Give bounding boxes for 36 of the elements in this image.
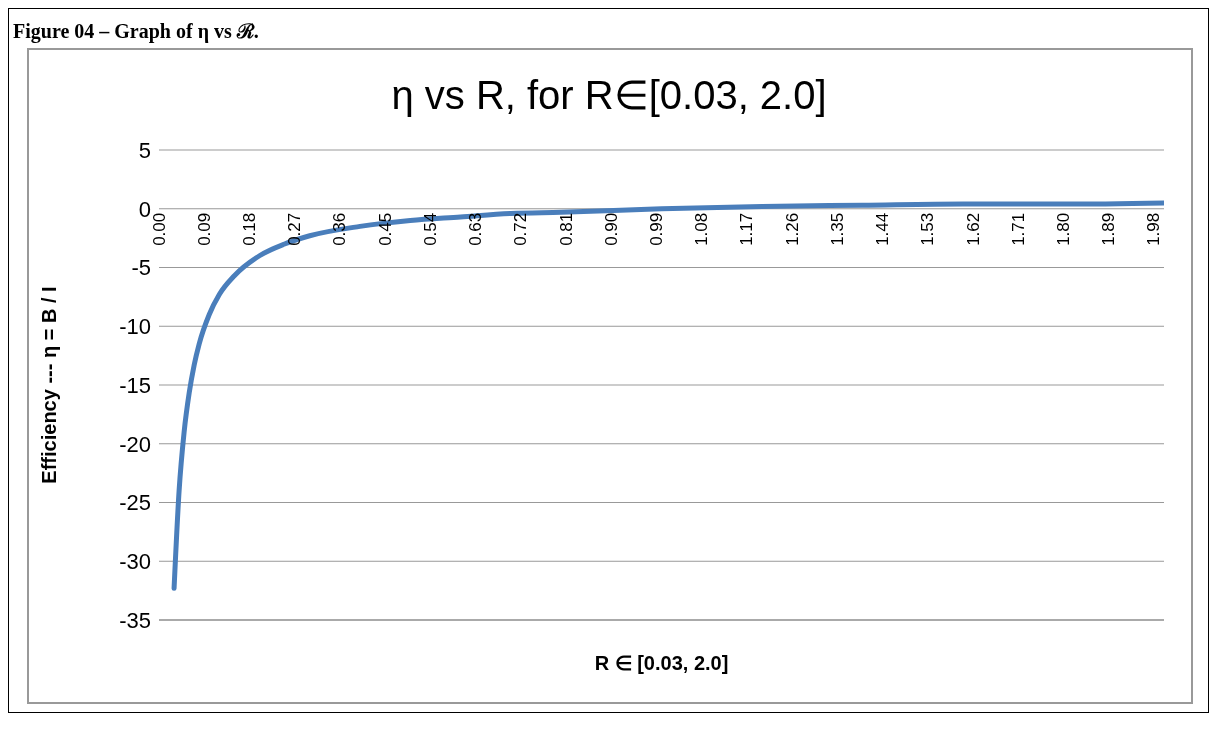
x-axis-title: R ∈ [0.03, 2.0]	[594, 652, 729, 674]
y-tick-label: -15	[119, 372, 151, 398]
chart-title: η vs R, for R∈[0.03, 2.0]	[390, 72, 828, 118]
y-tick-label: 0	[138, 196, 151, 222]
x-tick-label: 0.45	[375, 212, 395, 246]
y-axis-title: Efficiency --- η = B / I	[38, 286, 61, 484]
x-tick-label: 0.36	[330, 212, 350, 246]
x-tick-label: 0.54	[420, 212, 440, 246]
x-tick-label: 0.00	[149, 212, 169, 246]
x-tick-label: 1.53	[918, 212, 938, 246]
x-tick-label: 1.35	[827, 212, 847, 246]
x-tick-label: 0.27	[285, 212, 305, 246]
x-tick-label: 0.90	[601, 212, 621, 246]
x-tick-label: 0.99	[646, 212, 666, 246]
x-tick-label: 1.08	[692, 212, 712, 246]
x-tick-label: 0.63	[466, 212, 486, 246]
x-tick-label: 0.72	[511, 212, 531, 246]
x-tick-label: 0.81	[556, 212, 576, 246]
y-tick-label: -5	[131, 255, 151, 281]
x-tick-label: 1.62	[963, 212, 983, 246]
x-tick-label: 1.89	[1099, 212, 1119, 246]
y-tick-label: 5	[138, 137, 151, 163]
y-tick-label: -20	[119, 431, 151, 457]
x-tick-label: 1.80	[1054, 212, 1073, 246]
y-tick-label: -10	[119, 314, 151, 340]
x-tick-label: 0.18	[239, 212, 259, 246]
x-tick-label: 1.71	[1008, 212, 1028, 246]
caption: Figure 04 – Graph of η vs ℛ.	[13, 19, 260, 44]
y-tick-label: -35	[119, 607, 151, 633]
y-tick-label: -30	[119, 549, 151, 575]
x-tick-label: 0.09	[194, 212, 214, 246]
x-tick-label: 1.44	[873, 212, 893, 246]
x-tick-label: 1.26	[782, 212, 802, 246]
y-tick-label: -25	[119, 490, 151, 516]
x-tick-label: 1.98	[1144, 212, 1164, 246]
x-tick-label: 1.17	[737, 212, 757, 246]
